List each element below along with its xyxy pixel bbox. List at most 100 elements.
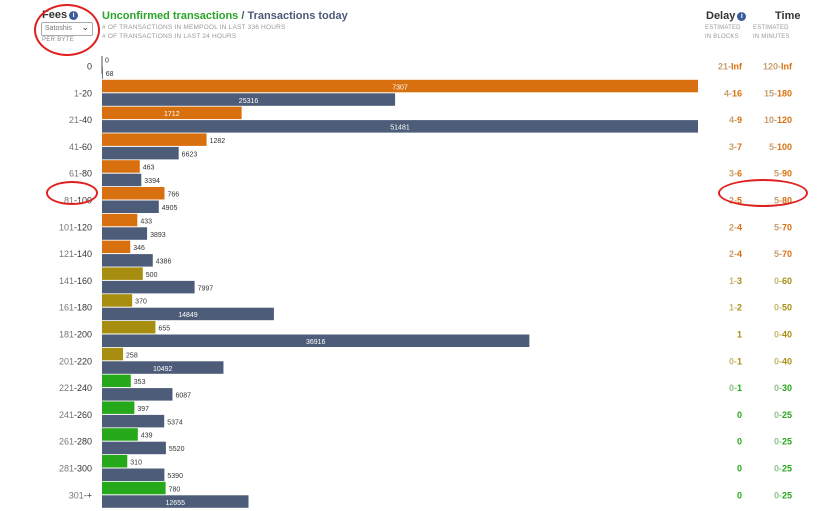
delay-hi: 1 (737, 383, 742, 393)
mempool-bar (102, 347, 124, 361)
fee-range-sep: - (74, 464, 77, 474)
fee-range-hi: + (87, 490, 92, 500)
time-estimate: 0-40 (774, 330, 792, 340)
today-bar (102, 334, 530, 347)
today-bar (102, 227, 148, 240)
delay-estimate: 4-9 (729, 115, 742, 125)
mempool-value-label: 346 (133, 245, 145, 252)
today-bar (102, 468, 165, 481)
today-bar (102, 388, 173, 401)
delay-estimate: 21-Inf (718, 62, 743, 72)
mempool-bar (102, 267, 143, 280)
fee-range-hi: 40 (82, 115, 92, 125)
mempool-bar (102, 455, 128, 468)
fee-range-lo: 161 (59, 303, 74, 313)
delay-estimate: 1-2 (729, 303, 742, 313)
fee-range-sep: - (79, 169, 82, 179)
mempool-value-label: 258 (126, 352, 138, 359)
time-estimate: 15-180 (764, 88, 792, 98)
mempool-bar (102, 428, 138, 441)
time-lo: 0- (774, 464, 782, 474)
mempool-bar (102, 294, 133, 307)
time-lo: 0- (774, 276, 782, 286)
time-lo: 10- (764, 115, 777, 125)
time-lo: 0- (774, 356, 782, 366)
delay-estimate: 0 (737, 410, 742, 420)
time-estimate: 5-70 (774, 249, 792, 259)
delay-hi: 16 (732, 88, 742, 98)
delay-lo: 2- (729, 222, 737, 232)
time-lo: 0- (774, 383, 782, 393)
delay-estimate: 4-16 (724, 88, 742, 98)
time-estimate: 0-25 (774, 464, 792, 474)
fee-range-label: 221-240 (59, 383, 92, 393)
mempool-value-label: 780 (169, 486, 181, 493)
fee-range-lo: 141 (59, 276, 74, 286)
fee-range-lo: 21 (69, 115, 79, 125)
mempool-bar (102, 133, 207, 146)
fee-range-lo: 221 (59, 383, 74, 393)
time-estimate: 5-70 (774, 222, 792, 232)
delay-hi: 7 (737, 142, 742, 152)
delay-subtitle-line2: IN BLOCKS (705, 34, 739, 40)
delay-lo: 4- (729, 115, 737, 125)
mempool-bar (102, 481, 166, 495)
time-estimate: 120-Inf (763, 62, 793, 72)
today-value-label: 4386 (156, 259, 172, 266)
delay-hi: 0 (737, 437, 742, 447)
fee-range-label: 201-220 (59, 356, 92, 366)
time-hi: 70 (782, 249, 792, 259)
delay-hi: 6 (737, 169, 742, 179)
fee-range-hi: 140 (77, 249, 92, 259)
mempool-value-label: 439 (141, 433, 153, 440)
today-bar (102, 307, 274, 321)
delay-lo: 0- (729, 356, 737, 366)
fee-range-hi: 240 (77, 383, 92, 393)
time-lo: 0- (774, 330, 782, 340)
fee-range-sep: - (79, 115, 82, 125)
delay-header: Delay i (706, 10, 747, 22)
time-hi: 25 (782, 437, 792, 447)
fee-range-sep: - (79, 142, 82, 152)
subtitle-24h: # OF TRANSACTIONS IN LAST 24 HOURS (102, 33, 237, 40)
fee-range-lo: 1 (74, 88, 79, 98)
time-hi: 100 (777, 142, 792, 152)
mempool-bar (102, 374, 131, 388)
delay-lo: 21- (718, 62, 731, 72)
time-lo: 15- (764, 88, 777, 98)
time-lo: 5- (774, 169, 782, 179)
fee-range-label: 61-80 (69, 169, 92, 179)
time-hi: 180 (777, 88, 792, 98)
delay-estimate: 3-6 (729, 169, 742, 179)
time-lo: 0- (774, 437, 782, 447)
fee-range-hi: 260 (77, 410, 92, 420)
annotation-circle-fees (34, 4, 100, 56)
mempool-bar (102, 321, 156, 334)
fee-range-sep: - (74, 330, 77, 340)
info-icon[interactable]: i (737, 12, 747, 21)
today-bar (102, 280, 195, 294)
delay-lo: 4- (724, 88, 732, 98)
time-subtitle-line2: IN MINUTES (753, 34, 790, 40)
fee-range-lo: 281 (59, 464, 74, 474)
mempool-value-label: 500 (146, 272, 158, 279)
fee-range-label: 121-140 (59, 249, 92, 259)
today-value-label: 36916 (306, 339, 326, 346)
delay-estimate: 2-4 (729, 249, 742, 259)
today-value-label: 3893 (150, 232, 166, 239)
time-estimate: 5-100 (769, 142, 792, 152)
delay-subtitle: ESTIMATED IN BLOCKS (705, 24, 741, 42)
fee-range-hi: 20 (82, 88, 92, 98)
today-bar (102, 146, 179, 160)
time-hi: Inf (781, 62, 793, 72)
delay-estimate: 3-7 (729, 142, 742, 152)
today-bar (102, 200, 159, 213)
delay-estimate: 2-4 (729, 222, 742, 232)
today-bar (102, 120, 698, 133)
delay-hi: 0 (737, 410, 742, 420)
delay-estimate: 1 (737, 330, 742, 340)
fee-range-sep: - (84, 490, 87, 500)
delay-estimate: 0 (737, 464, 742, 474)
fee-range-lo: 181 (59, 330, 74, 340)
